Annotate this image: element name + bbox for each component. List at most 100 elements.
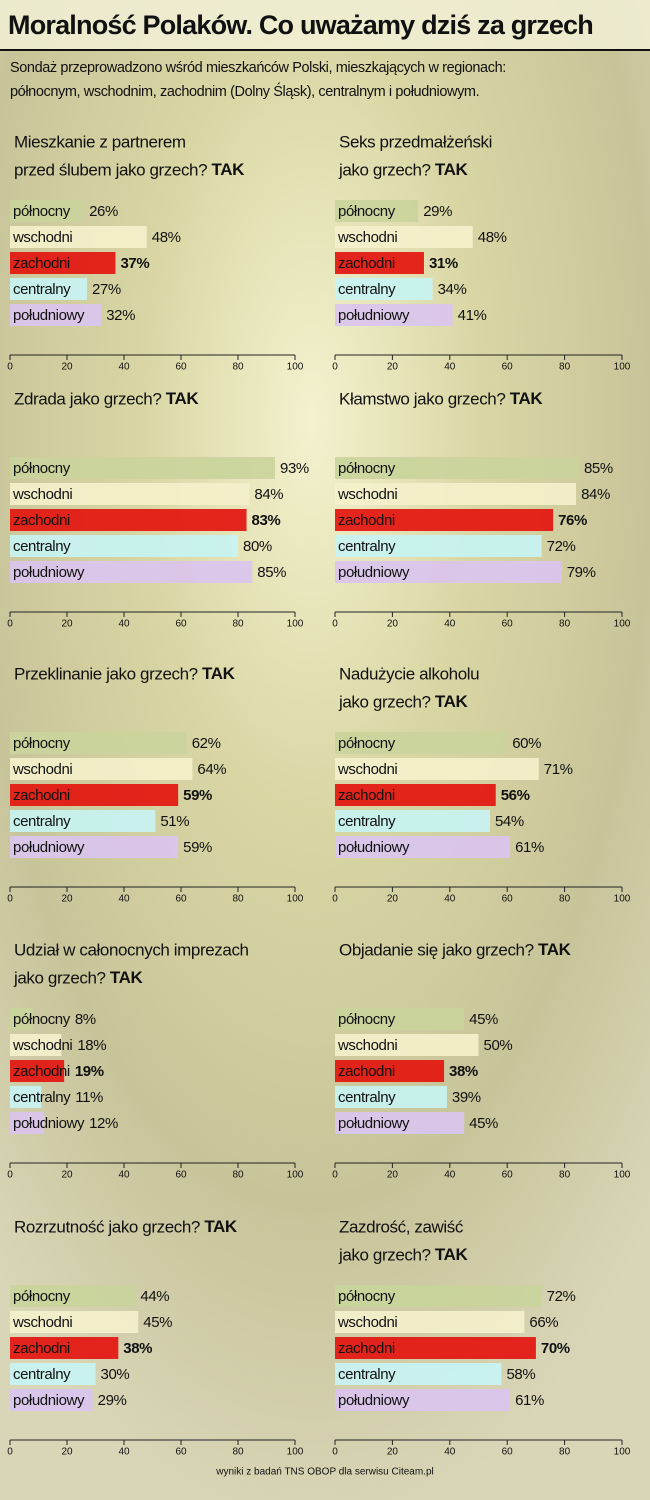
bar [10, 1112, 45, 1134]
category-label: zachodni [338, 1340, 395, 1357]
panel-title: Kłamstwo jako grzech? TAK [339, 389, 543, 408]
panel-title: Udział w całonocnych imprezach [14, 940, 249, 959]
bar [10, 304, 102, 326]
category-label: północny [13, 735, 71, 752]
value-label: 54% [495, 813, 524, 830]
x-tick-label: 60 [502, 362, 514, 373]
panel-title: Zazdrość, zawiść [339, 1217, 464, 1236]
value-label: 83% [252, 512, 281, 529]
category-label: centralny [338, 813, 396, 830]
x-tick-label: 40 [444, 1170, 456, 1181]
bar [10, 561, 253, 583]
category-label: północny [13, 460, 71, 477]
value-label: 18% [77, 1037, 106, 1054]
value-label: 85% [584, 460, 613, 477]
x-tick-label: 60 [175, 1170, 187, 1181]
bar [335, 1034, 479, 1056]
bar [335, 1008, 465, 1030]
x-tick-label: 80 [232, 362, 244, 373]
category-label: północny [13, 203, 71, 220]
value-label: 45% [143, 1314, 172, 1331]
bar [10, 1337, 119, 1359]
x-tick-label: 100 [614, 619, 631, 630]
page-title: Moralność Polaków. Co uważamy dziś za gr… [8, 10, 593, 40]
bar [335, 1112, 465, 1134]
category-label: zachodni [13, 512, 70, 529]
category-label: wschodni [337, 229, 397, 246]
value-label: 59% [183, 787, 212, 804]
bar [335, 810, 490, 832]
bar [335, 483, 577, 505]
x-tick-label: 100 [614, 362, 631, 373]
bar [10, 1363, 96, 1385]
category-label: południowy [13, 307, 85, 324]
value-label: 93% [280, 460, 309, 477]
category-label: zachodni [338, 1063, 395, 1080]
panel-title: Nadużycie alkoholu [339, 664, 479, 683]
bar [335, 758, 539, 780]
bar [10, 252, 116, 274]
category-label: centralny [338, 1366, 396, 1383]
value-label: 34% [438, 281, 467, 298]
x-tick-label: 40 [444, 362, 456, 373]
value-label: 30% [101, 1366, 130, 1383]
x-tick-label: 100 [287, 1447, 304, 1458]
bar [335, 304, 453, 326]
bar [10, 1311, 139, 1333]
bar [335, 1285, 542, 1307]
category-label: zachodni [13, 1340, 70, 1357]
category-label: południowy [13, 839, 85, 856]
value-label: 12% [89, 1115, 118, 1132]
bar [335, 1389, 511, 1411]
category-label: północny [338, 1288, 396, 1305]
x-tick-label: 0 [332, 1447, 338, 1458]
x-tick-label: 20 [61, 1170, 73, 1181]
x-tick-label: 20 [61, 619, 73, 630]
value-label: 66% [529, 1314, 558, 1331]
panel-title: Mieszkanie z partnerem [14, 132, 186, 151]
x-tick-label: 20 [387, 619, 399, 630]
x-tick-label: 100 [287, 894, 304, 905]
x-tick-label: 100 [614, 894, 631, 905]
value-label: 80% [243, 538, 272, 555]
panel-title-emphasis: TAK [110, 968, 144, 987]
category-label: centralny [13, 1366, 71, 1383]
x-tick-label: 80 [559, 619, 571, 630]
value-label: 29% [423, 203, 452, 220]
category-label: zachodni [338, 787, 395, 804]
bar [10, 836, 179, 858]
x-tick-label: 100 [614, 1447, 631, 1458]
bar [335, 732, 508, 754]
source: wyniki z badań TNS OBOP dla serwisu Cite… [215, 1467, 434, 1478]
x-tick-label: 40 [444, 894, 456, 905]
x-tick-label: 60 [175, 362, 187, 373]
category-label: centralny [13, 281, 71, 298]
x-tick-label: 60 [175, 894, 187, 905]
x-tick-label: 40 [118, 1170, 130, 1181]
x-tick-label: 0 [7, 619, 13, 630]
category-label: północny [13, 1288, 71, 1305]
panel-title: Seks przedmałżeński [339, 132, 492, 151]
x-tick-label: 60 [502, 894, 514, 905]
x-tick-label: 0 [332, 619, 338, 630]
value-label: 45% [469, 1115, 498, 1132]
bar [10, 732, 187, 754]
category-label: wschodni [337, 1037, 397, 1054]
value-label: 38% [449, 1063, 478, 1080]
value-label: 48% [478, 229, 507, 246]
category-label: wschodni [337, 486, 397, 503]
subtitle: północnym, wschodnim, zachodnim (Dolny Ś… [10, 82, 479, 100]
value-label: 8% [75, 1011, 96, 1028]
value-label: 38% [123, 1340, 152, 1357]
value-label: 72% [547, 538, 576, 555]
category-label: centralny [13, 538, 71, 555]
bar [10, 1034, 62, 1056]
panel-title: przed ślubem jako grzech? TAK [14, 160, 245, 179]
value-label: 39% [452, 1089, 481, 1106]
category-label: zachodni [13, 1063, 70, 1080]
x-tick-label: 40 [118, 362, 130, 373]
x-tick-label: 20 [387, 894, 399, 905]
bar [335, 836, 511, 858]
bar [335, 226, 473, 248]
